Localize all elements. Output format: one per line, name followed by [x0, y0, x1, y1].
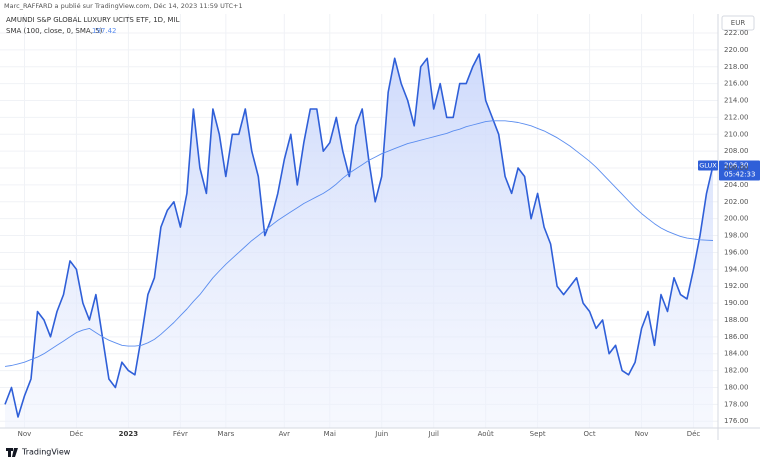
y-tick-label: 190.00	[724, 299, 749, 307]
last-price-label: 206.30	[724, 162, 749, 170]
x-tick-label: Mars	[217, 430, 234, 438]
x-tick-label: Juil	[428, 430, 439, 438]
price-line	[4, 53, 714, 418]
x-tick-label: Nov	[18, 430, 32, 438]
indicator-label: SMA (100, close, 0, SMA, 5)	[6, 27, 103, 35]
x-tick-label: Août	[478, 430, 494, 438]
countdown-label: 05:42:33	[724, 171, 755, 179]
x-tick-label: Juin	[374, 430, 388, 438]
sma-line	[4, 120, 714, 367]
y-tick-label: 210.00	[724, 130, 749, 138]
last-price-tag	[719, 160, 760, 181]
y-tick-label: 222.00	[724, 29, 749, 37]
y-tick-label: 214.00	[724, 97, 749, 105]
y-tick-label: 202.00	[724, 198, 749, 206]
x-tick-label: Déc	[70, 430, 84, 438]
plot	[4, 53, 714, 428]
y-tick-label: 196.00	[724, 248, 749, 256]
y-tick-label: 198.00	[724, 232, 749, 240]
y-tick-label: 178.00	[724, 400, 749, 408]
brand-name: TradingView	[21, 448, 71, 457]
currency-box[interactable]	[721, 15, 755, 31]
y-tick-label: 186.00	[724, 333, 749, 341]
y-tick-label: 180.00	[724, 383, 749, 391]
chart-title: AMUNDI S&P GLOBAL LUXURY UCITS ETF, 1D, …	[6, 16, 180, 24]
y-tick-label: 176.00	[724, 417, 749, 425]
x-tick-label: Nov	[635, 430, 649, 438]
x-tick-label: Mai	[324, 430, 336, 438]
y-tick-label: 182.00	[724, 367, 749, 375]
x-tick-label: Sept	[530, 430, 546, 438]
ticker-label: GLUX	[699, 162, 717, 170]
x-tick-label: Déc	[687, 430, 701, 438]
y-tick-label: 204.00	[724, 181, 749, 189]
x-tick-label: 2023	[119, 430, 139, 438]
ticker-tag	[698, 160, 718, 171]
y-tick-label: 208.00	[724, 147, 749, 155]
brand-logo	[6, 448, 18, 457]
price-area	[5, 54, 713, 428]
y-tick-label: 188.00	[724, 316, 749, 324]
y-tick-label: 218.00	[724, 63, 749, 71]
y-tick-label: 206.00	[724, 164, 749, 172]
x-tick-label: Avr	[279, 430, 291, 438]
brand: TradingView	[6, 448, 71, 457]
y-tick-label: 192.00	[724, 282, 749, 290]
currency: EUR	[731, 19, 746, 27]
indicator-value: 197.42	[92, 27, 117, 35]
x-tick-label: Oct	[584, 430, 596, 438]
y-tick-label: 212.00	[724, 113, 749, 121]
attribution: Marc_RAFFARD a publié sur TradingView.co…	[4, 2, 243, 10]
y-tick-label: 184.00	[724, 350, 749, 358]
x-tick-label: Févr	[173, 430, 188, 438]
y-tick-label: 220.00	[724, 46, 749, 54]
y-tick-label: 216.00	[724, 80, 749, 88]
y-tick-label: 194.00	[724, 265, 749, 273]
y-tick-label: 200.00	[724, 215, 749, 223]
